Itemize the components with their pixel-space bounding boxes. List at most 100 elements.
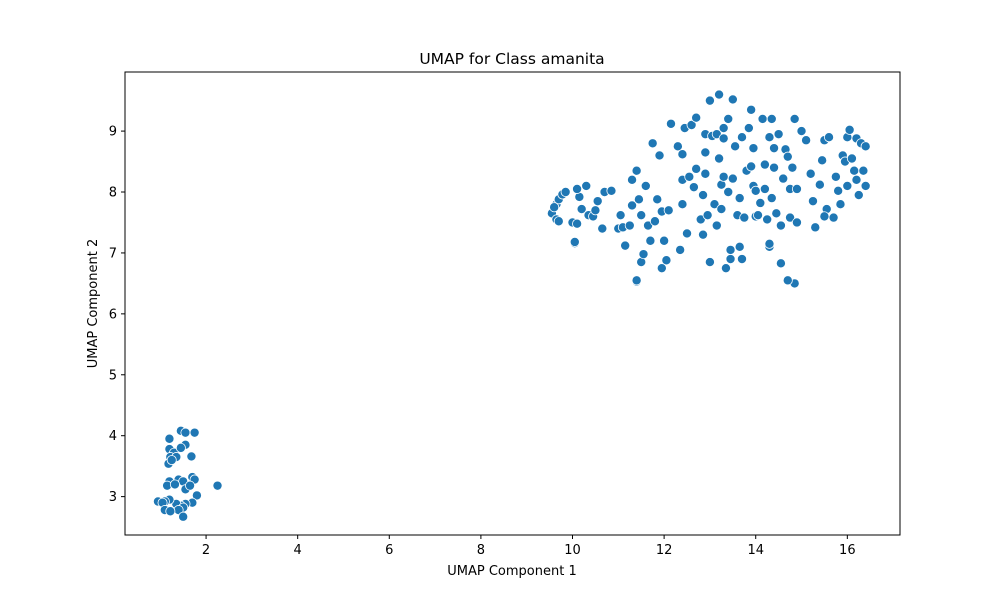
data-point [627, 200, 638, 211]
data-point [597, 223, 608, 234]
data-point [766, 193, 777, 204]
y-tick-label: 5 [109, 368, 117, 383]
data-point [656, 263, 667, 274]
data-point [835, 199, 846, 210]
data-point [661, 255, 672, 266]
data-point [212, 480, 223, 491]
data-point [736, 132, 747, 143]
x-tick-label: 2 [202, 543, 210, 558]
data-point [549, 202, 560, 213]
data-point [746, 161, 757, 172]
data-point [572, 218, 583, 229]
data-point [684, 171, 695, 182]
data-point [769, 162, 780, 173]
data-point [789, 113, 800, 124]
data-point [764, 132, 775, 143]
data-point [659, 235, 670, 246]
data-point [759, 183, 770, 194]
data-point [814, 179, 825, 190]
data-point [704, 257, 715, 268]
data-point [734, 241, 745, 252]
data-point [714, 89, 725, 100]
data-point [627, 174, 638, 185]
data-point [691, 112, 702, 123]
data-point [718, 123, 729, 134]
data-point [718, 171, 729, 182]
data-point [716, 204, 727, 215]
data-point [164, 433, 175, 444]
plot-frame [124, 71, 901, 536]
data-point [700, 168, 711, 179]
data-point [805, 168, 816, 179]
data-point [851, 174, 862, 185]
data-point [711, 220, 722, 231]
data-point [819, 211, 830, 222]
data-point [166, 455, 177, 466]
data-point [576, 204, 587, 215]
data-point [860, 180, 871, 191]
data-point [830, 171, 841, 182]
y-tick-label: 6 [109, 307, 117, 322]
data-point [725, 244, 736, 255]
data-point [753, 210, 764, 221]
data-point [652, 194, 663, 205]
data-point [796, 126, 807, 137]
data-point [730, 141, 741, 152]
data-point [175, 442, 186, 453]
data-point [718, 133, 729, 144]
data-point [849, 165, 860, 176]
data-point [801, 135, 812, 146]
data-point [663, 205, 674, 216]
y-tick-label: 7 [109, 246, 117, 261]
data-point [757, 113, 768, 124]
data-point [759, 159, 770, 170]
data-point [764, 238, 775, 249]
data-point [787, 162, 798, 173]
data-point [817, 155, 828, 166]
data-point [723, 187, 734, 198]
data-point [778, 173, 789, 184]
data-point [590, 205, 601, 216]
data-point [810, 222, 821, 233]
data-point [853, 190, 864, 201]
data-point [785, 212, 796, 223]
data-point [755, 197, 766, 208]
data-point [739, 212, 750, 223]
data-point [791, 217, 802, 228]
data-point [185, 480, 196, 491]
x-tick-label: 14 [747, 543, 764, 558]
data-point [775, 220, 786, 231]
data-point [709, 199, 720, 210]
data-point [675, 244, 686, 255]
data-point [769, 143, 780, 154]
data-point [640, 180, 651, 191]
data-point [736, 254, 747, 265]
data-point [189, 427, 200, 438]
data-point [700, 147, 711, 158]
data-point [824, 132, 835, 143]
chart-title: UMAP for Class amanita [419, 50, 604, 68]
data-point [647, 138, 658, 149]
data-point [762, 214, 773, 225]
data-point [702, 210, 713, 221]
data-point [572, 183, 583, 194]
x-tick-label: 12 [656, 543, 673, 558]
data-point [560, 187, 571, 198]
data-point [844, 124, 855, 135]
y-tick-label: 3 [109, 490, 117, 505]
data-point [682, 228, 693, 239]
data-point [672, 141, 683, 152]
data-point [688, 182, 699, 193]
data-point [686, 120, 697, 131]
data-point [620, 240, 631, 251]
data-point [750, 185, 761, 196]
data-point [725, 254, 736, 265]
y-axis: 3 4 5 6 7 8 9 [109, 125, 125, 505]
data-point [180, 427, 191, 438]
data-point [615, 210, 626, 221]
data-point [645, 235, 656, 246]
x-tick-label: 4 [294, 543, 302, 558]
data-point [649, 216, 660, 227]
